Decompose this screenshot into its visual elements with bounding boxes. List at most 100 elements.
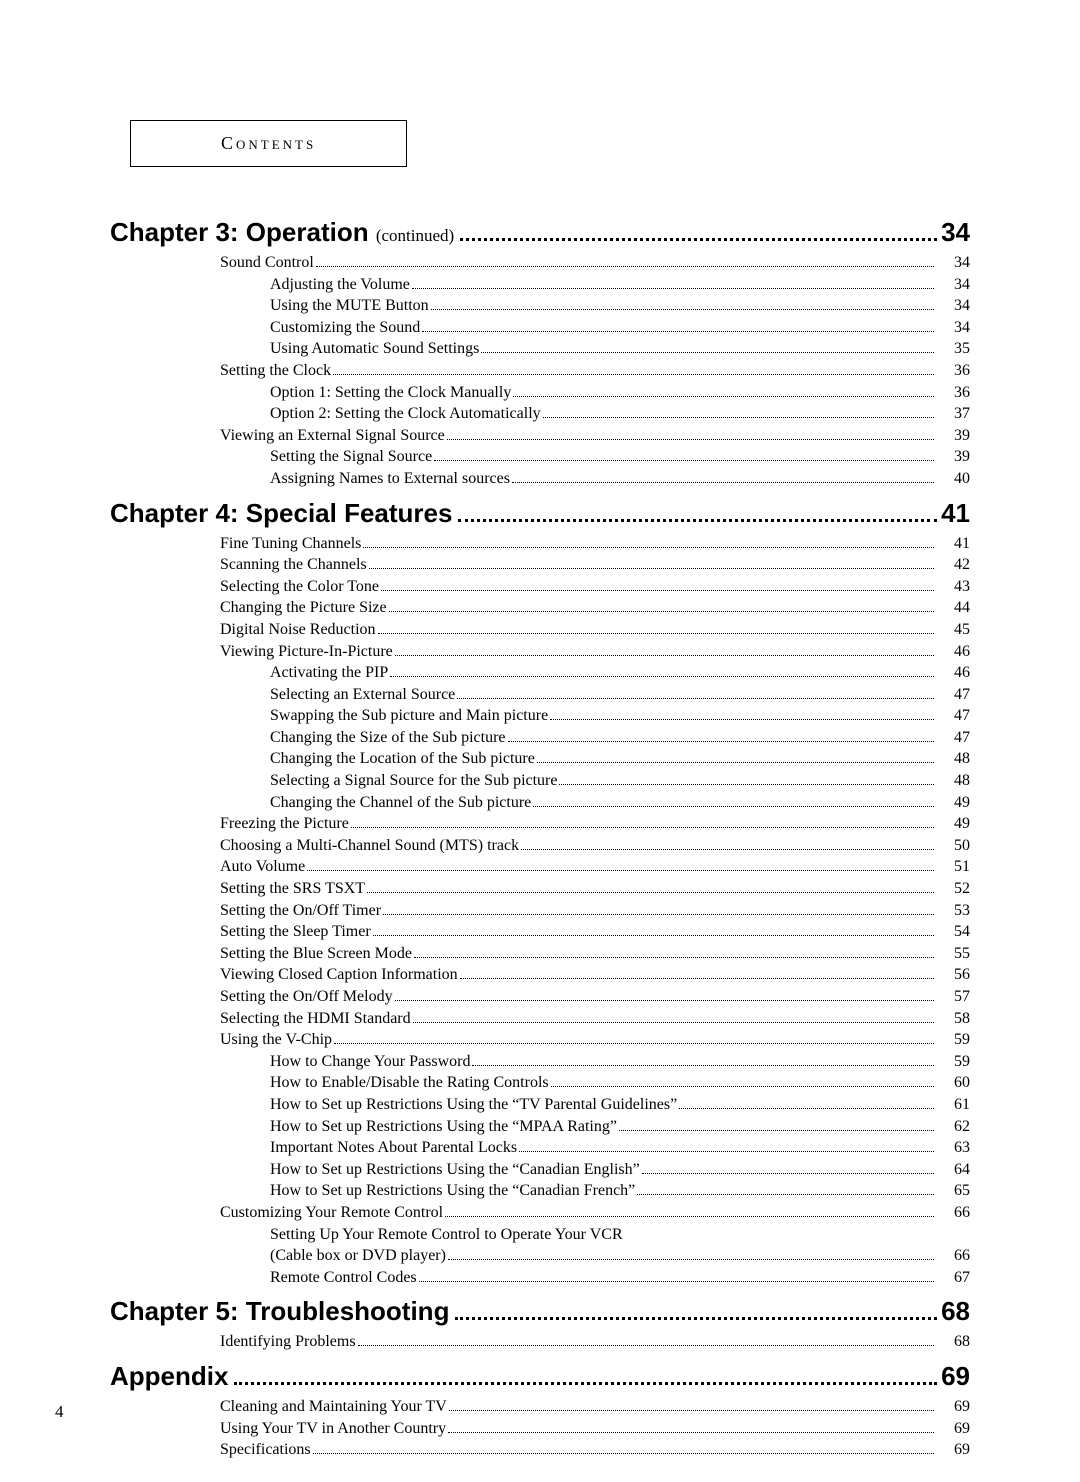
toc-entry-page: 66 (942, 1245, 970, 1267)
toc-entry-title: Viewing Closed Caption Information (220, 964, 458, 986)
toc-entry: Auto Volume51 (110, 856, 970, 878)
toc-entry: Using Your TV in Another Country 69 (110, 1418, 970, 1440)
toc-entry-page: 69 (942, 1396, 970, 1418)
leader-dots (334, 1043, 934, 1044)
leader-dots (313, 1453, 934, 1454)
leader-dots (445, 1216, 934, 1217)
toc-entry-page: 53 (942, 900, 970, 922)
toc-entry-title: Choosing a Multi-Channel Sound (MTS) tra… (220, 835, 519, 857)
leader-dots (414, 957, 934, 958)
leader-dots (389, 611, 934, 612)
toc-entry: Using the V-Chip59 (110, 1029, 970, 1051)
toc-entry-page: 49 (942, 813, 970, 835)
toc-entry-page: 40 (942, 468, 970, 490)
toc-entry-page: 39 (942, 446, 970, 468)
toc-entry-title: Adjusting the Volume (270, 274, 410, 296)
leader-dots (449, 1410, 934, 1411)
toc-entry: Activating the PIP46 (110, 662, 970, 684)
toc-entry: How to Set up Restrictions Using the “Ca… (110, 1159, 970, 1181)
chapter-page-number: 41 (941, 498, 970, 529)
toc-entry-page: 66 (942, 1202, 970, 1224)
toc-entry-title: Freezing the Picture (220, 813, 349, 835)
leader-dots (358, 1345, 934, 1346)
toc-entry: Setting Up Your Remote Control to Operat… (110, 1224, 970, 1246)
toc-entry-page: 39 (942, 425, 970, 447)
toc-entry-title: Setting the SRS TSXT (220, 878, 365, 900)
toc-entry: Setting the Blue Screen Mode55 (110, 943, 970, 965)
toc-entry: How to Enable/Disable the Rating Control… (110, 1072, 970, 1094)
leader-dots (508, 741, 934, 742)
toc-entry-page: 37 (942, 403, 970, 425)
toc-entry-title: How to Set up Restrictions Using the “Ca… (270, 1159, 640, 1181)
toc-entry-title: Assigning Names to External sources (270, 468, 510, 490)
toc-entry: Remote Control Codes67 (110, 1267, 970, 1289)
toc-entry-title: How to Change Your Password (270, 1051, 470, 1073)
toc-entry: Viewing an External Signal Source39 (110, 425, 970, 447)
toc-entry: Assigning Names to External sources 40 (110, 468, 970, 490)
leader-dots (537, 762, 934, 763)
toc-entry: Adjusting the Volume 34 (110, 274, 970, 296)
toc-entry-title: Using Your TV in Another Country (220, 1418, 446, 1440)
leader-dots (460, 978, 934, 979)
toc-entry-page: 36 (942, 360, 970, 382)
toc-entry: Changing the Picture Size44 (110, 597, 970, 619)
toc-entry-page: 62 (942, 1116, 970, 1138)
chapter-heading: Chapter 3: Operation (continued) 34 (110, 217, 970, 248)
toc-entry: Setting the On/Off Melody57 (110, 986, 970, 1008)
toc-entry: Viewing Closed Caption Information56 (110, 964, 970, 986)
toc-entry: Fine Tuning Channels41 (110, 533, 970, 555)
toc-entry: Option 2: Setting the Clock Automaticall… (110, 403, 970, 425)
leader-dots (363, 547, 934, 548)
toc-entry-title: Specifications (220, 1439, 311, 1461)
toc-entry-page: 35 (942, 338, 970, 360)
toc-entry-title: How to Enable/Disable the Rating Control… (270, 1072, 549, 1094)
toc-entry-title: Remote Control Codes (270, 1267, 417, 1289)
toc-entry-page: 50 (942, 835, 970, 857)
chapter-heading: Appendix 69 (110, 1361, 970, 1392)
toc-entry-page: 47 (942, 684, 970, 706)
toc-entry: Scanning the Channels42 (110, 554, 970, 576)
toc-entry-title: Changing the Picture Size (220, 597, 387, 619)
toc-entry-page: 47 (942, 705, 970, 727)
leader-dots (457, 698, 934, 699)
toc-entry-title: Changing the Size of the Sub picture (270, 727, 506, 749)
toc-entry-page: 34 (942, 274, 970, 296)
leader-dots (447, 439, 934, 440)
toc-entry-page: 65 (942, 1180, 970, 1202)
toc-entry-title: Activating the PIP (270, 662, 388, 684)
toc-entry-title: Customizing Your Remote Control (220, 1202, 443, 1224)
toc-entry-title: Setting the Signal Source (270, 446, 432, 468)
toc-entry-page: 58 (942, 1008, 970, 1030)
leader-dots (455, 1317, 937, 1320)
toc-entry: Changing the Size of the Sub picture47 (110, 727, 970, 749)
contents-header-box: Contents (130, 120, 407, 167)
toc-entry: Setting the Sleep Timer54 (110, 921, 970, 943)
toc-entry-title: Cleaning and Maintaining Your TV (220, 1396, 447, 1418)
chapter-page-number: 68 (941, 1296, 970, 1327)
toc-entry-page: 57 (942, 986, 970, 1008)
toc-entry-title: Using Automatic Sound Settings (270, 338, 479, 360)
leader-dots (373, 935, 934, 936)
leader-dots (369, 568, 934, 569)
toc-entry-title: Option 2: Setting the Clock Automaticall… (270, 403, 541, 425)
toc-entry-page: 69 (942, 1418, 970, 1440)
toc-entry: Option 1: Setting the Clock Manually36 (110, 382, 970, 404)
toc-entry-page: 34 (942, 317, 970, 339)
toc-entry: Identifying Problems68 (110, 1331, 970, 1353)
leader-dots (419, 1281, 934, 1282)
toc-entry: Specifications69 (110, 1439, 970, 1461)
toc-entry-page: 61 (942, 1094, 970, 1116)
toc-entry: Sound Control34 (110, 252, 970, 274)
toc-entry-page: 54 (942, 921, 970, 943)
leader-dots (460, 238, 937, 241)
chapter-title: Chapter 5: Troubleshooting (110, 1296, 449, 1327)
leader-dots (559, 784, 934, 785)
leader-dots (316, 266, 934, 267)
toc-entry-title: Setting Up Your Remote Control to Operat… (270, 1224, 623, 1246)
toc-entry-title: Selecting an External Source (270, 684, 455, 706)
toc-entry: Using Automatic Sound Settings 35 (110, 338, 970, 360)
leader-dots (543, 417, 934, 418)
toc-entry: Viewing Picture-In-Picture46 (110, 641, 970, 663)
chapter-page-number: 34 (941, 217, 970, 248)
toc-entry-page: 48 (942, 770, 970, 792)
